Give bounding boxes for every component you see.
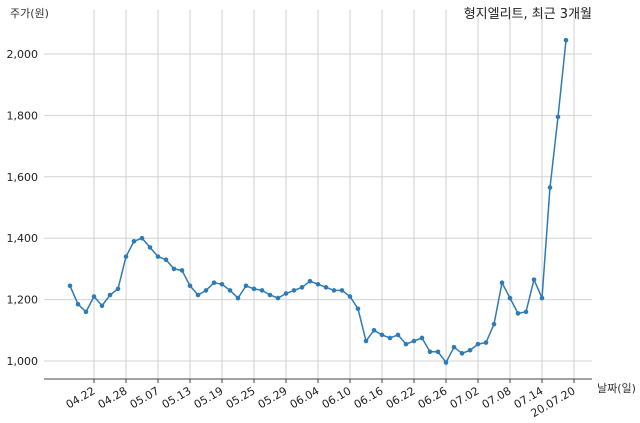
data-point: [163, 257, 169, 262]
x-tick-label: 05.29: [256, 384, 290, 411]
data-point: [419, 335, 425, 341]
x-tick-label: 06.22: [384, 384, 418, 411]
data-point: [131, 238, 137, 244]
data-point: [155, 254, 161, 259]
data-point: [227, 288, 233, 293]
series-layer: [67, 37, 569, 365]
data-point: [363, 338, 369, 344]
y-tick-label: 1,000: [7, 355, 39, 368]
x-tick-label: 05.07: [128, 384, 162, 411]
data-point: [555, 114, 561, 120]
data-point: [443, 360, 449, 365]
data-point: [563, 37, 569, 43]
data-point: [147, 245, 153, 250]
data-point: [507, 295, 513, 301]
data-point: [267, 292, 273, 298]
data-point: [275, 295, 281, 301]
data-point: [339, 288, 345, 293]
data-point: [91, 294, 97, 299]
y-tick-label: 1,600: [7, 171, 39, 184]
x-tick-label: 05.25: [224, 384, 258, 411]
data-point: [291, 288, 297, 293]
data-point: [99, 303, 105, 309]
data-point: [331, 288, 337, 293]
data-point: [243, 283, 249, 289]
data-point: [427, 349, 433, 355]
y-tick-label: 2,000: [7, 48, 39, 61]
x-tick-label: 05.13: [160, 384, 194, 411]
data-point: [475, 341, 481, 347]
y-tick-label: 1,200: [7, 294, 39, 307]
x-tick-label: 06.16: [352, 384, 386, 411]
data-point: [395, 332, 401, 338]
y-axis-label: 주가(원): [10, 7, 49, 20]
x-tick-label: 07.08: [480, 384, 514, 411]
data-point: [323, 285, 329, 290]
x-tick-label: 07.02: [448, 384, 482, 411]
data-point: [203, 288, 209, 293]
data-point: [403, 341, 409, 347]
data-point: [315, 281, 321, 287]
data-point: [379, 332, 385, 338]
data-point: [187, 283, 193, 289]
data-point: [531, 277, 537, 282]
data-point: [251, 286, 257, 292]
data-point: [459, 351, 465, 356]
data-point: [483, 340, 489, 345]
grid-layer: [44, 10, 592, 379]
data-point: [347, 294, 353, 299]
data-point: [499, 280, 505, 286]
data-point: [283, 291, 289, 296]
data-point: [171, 266, 177, 272]
data-point: [75, 301, 81, 307]
data-point: [411, 338, 417, 344]
data-point: [539, 295, 545, 301]
data-point: [467, 347, 473, 353]
data-point: [123, 254, 129, 259]
x-tick-label: 06.26: [416, 384, 450, 411]
x-tick-label: 04.28: [96, 384, 130, 411]
data-point: [195, 292, 201, 298]
data-point: [139, 235, 145, 241]
x-axis-label: 날짜(일): [597, 381, 636, 395]
chart-title: 형지엘리트, 최근 3개월: [464, 7, 592, 22]
x-tick-label: 05.19: [192, 384, 226, 411]
x-tick-label: 06.04: [288, 384, 322, 411]
data-point: [235, 295, 241, 301]
data-point: [83, 309, 89, 315]
y-tick-layer: 1,000 1,200 1,400 1,600 1,800 2,000: [7, 48, 39, 368]
data-point: [307, 278, 313, 284]
x-tick-label: 06.10: [320, 384, 354, 411]
data-point: [387, 335, 393, 341]
data-point: [451, 344, 457, 350]
data-point: [435, 349, 441, 355]
data-point: [211, 280, 217, 286]
data-point: [299, 285, 305, 290]
data-point: [219, 281, 225, 287]
data-point: [523, 309, 529, 315]
data-point: [115, 286, 121, 292]
data-point: [491, 321, 497, 327]
data-point: [179, 268, 185, 273]
data-point: [67, 283, 73, 289]
data-point: [259, 288, 265, 293]
data-point: [355, 306, 361, 312]
data-point: [371, 328, 377, 333]
data-point: [515, 311, 521, 316]
data-point: [547, 185, 553, 190]
x-tick-label: 04.22: [64, 384, 98, 411]
data-point: [107, 292, 113, 298]
y-tick-label: 1,400: [7, 232, 39, 245]
x-tick-layer: 04.2204.2805.0705.1305.1905.2505.2906.04…: [64, 379, 578, 420]
y-tick-label: 1,800: [7, 109, 39, 122]
